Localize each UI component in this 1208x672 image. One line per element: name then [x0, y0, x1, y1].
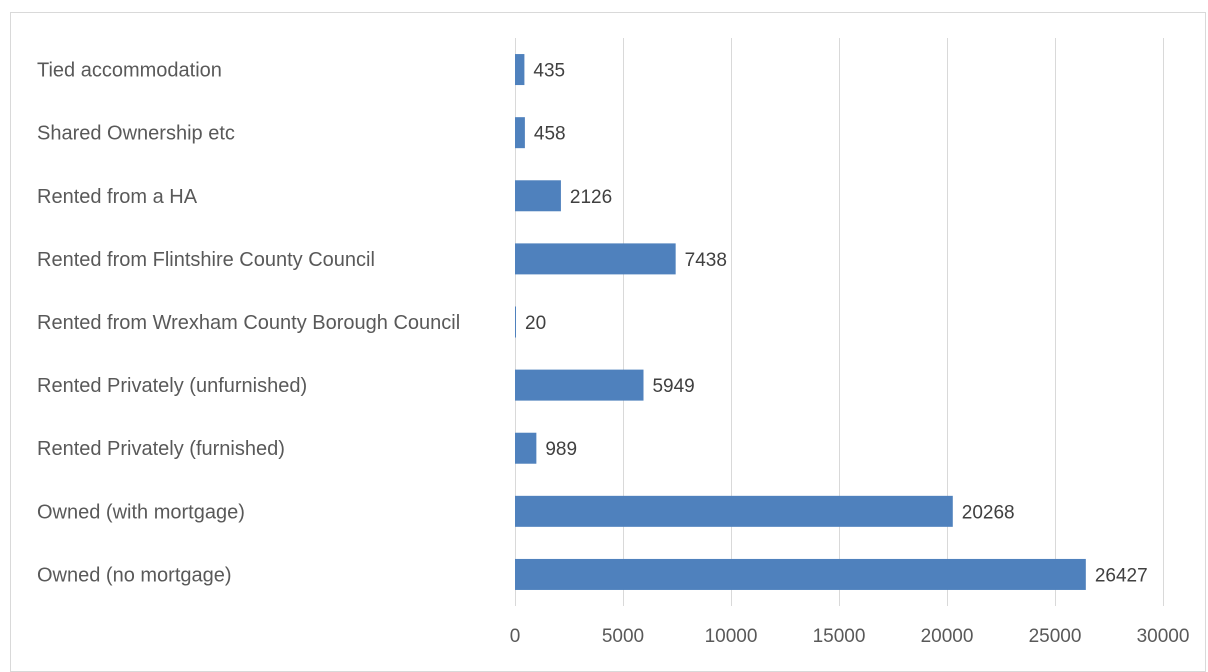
bar: [515, 243, 676, 275]
data-label: 20268: [962, 502, 1015, 523]
data-labels: 435 458 2126 7438 20 5949 989 20268 26427: [525, 61, 1148, 587]
category-label: Rented from Wrexham County Borough Counc…: [37, 312, 460, 334]
data-label: 2126: [570, 187, 612, 208]
category-label: Rented Privately (unfurnished): [37, 375, 307, 397]
bar: [515, 495, 953, 527]
bar: [515, 432, 537, 464]
category-label: Shared Ownership etc: [37, 123, 235, 145]
x-tick-label: 25000: [1029, 626, 1082, 647]
bar: [515, 369, 644, 401]
x-tick-label: 15000: [813, 626, 866, 647]
bar: [515, 558, 1086, 590]
data-label: 7438: [685, 250, 727, 271]
bar: [515, 117, 525, 149]
bar: [515, 54, 525, 86]
x-tick-label: 5000: [602, 626, 644, 647]
bars: [515, 54, 1086, 590]
data-label: 20: [525, 313, 546, 334]
data-label: 5949: [652, 376, 694, 397]
category-label: Tied accommodation: [37, 60, 222, 82]
bar: [515, 306, 516, 338]
x-tick-label: 0: [510, 626, 521, 647]
category-label: Rented from a HA: [37, 186, 198, 208]
category-label: Rented from Flintshire County Council: [37, 249, 375, 271]
x-tick-label: 30000: [1137, 626, 1190, 647]
data-label: 26427: [1095, 565, 1148, 586]
category-label: Owned (with mortgage): [37, 501, 245, 523]
data-label: 458: [534, 124, 566, 145]
x-axis-tick-labels: 0 5000 10000 15000 20000 25000 30000: [510, 626, 1190, 647]
data-label: 989: [545, 439, 577, 460]
x-tick-label: 10000: [705, 626, 758, 647]
x-tick-label: 20000: [921, 626, 974, 647]
category-labels: Tied accommodation Shared Ownership etc Re…: [37, 60, 460, 587]
bar: [515, 180, 561, 212]
category-label: Owned (no mortgage): [37, 564, 232, 586]
category-label: Rented Privately (furnished): [37, 438, 285, 460]
data-label: 435: [533, 61, 565, 82]
